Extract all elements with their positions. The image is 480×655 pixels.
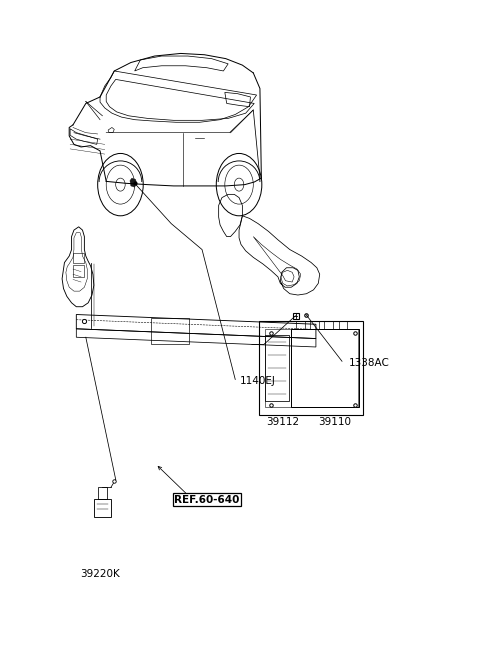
Bar (97, 487, 107, 499)
Bar (324, 321, 333, 329)
Bar (73, 265, 84, 277)
Bar (310, 321, 319, 329)
Text: 39112: 39112 (266, 417, 299, 427)
Text: REF.60-640: REF.60-640 (174, 495, 240, 504)
Bar (296, 321, 304, 329)
Text: 1140EJ: 1140EJ (240, 376, 276, 386)
Text: 39220K: 39220K (80, 569, 120, 579)
Bar (151, 318, 189, 345)
Bar (94, 499, 111, 517)
Polygon shape (130, 178, 137, 187)
Text: 39110: 39110 (318, 417, 351, 427)
Bar (339, 321, 347, 329)
Bar (264, 335, 289, 401)
Text: 1338AC: 1338AC (349, 358, 390, 368)
Bar (291, 329, 359, 407)
Bar (73, 253, 84, 263)
